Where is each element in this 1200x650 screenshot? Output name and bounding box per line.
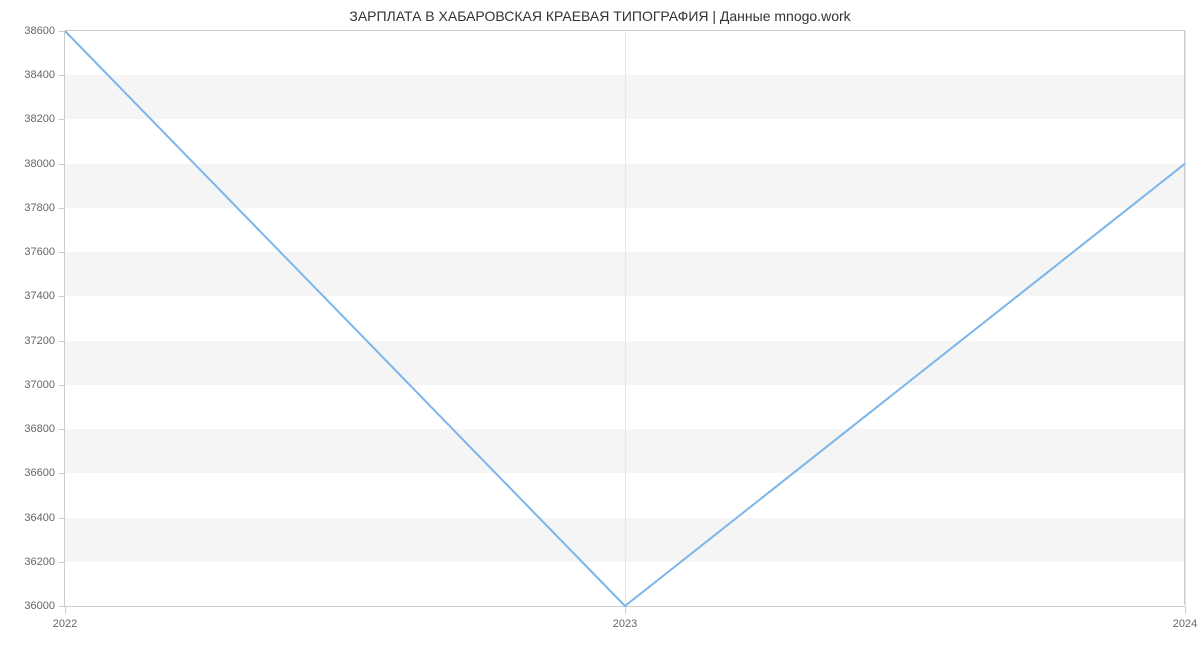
salary-series-line bbox=[65, 31, 1185, 606]
y-tick-label: 37000 bbox=[7, 379, 55, 391]
plot-area: 3600036200364003660036800370003720037400… bbox=[65, 30, 1185, 605]
x-tick-label: 2023 bbox=[613, 618, 637, 630]
x-gridline bbox=[1185, 31, 1186, 605]
series-line-layer bbox=[65, 31, 1185, 606]
chart-title: ЗАРПЛАТА В ХАБАРОВСКАЯ КРАЕВАЯ ТИПОГРАФИ… bbox=[0, 8, 1200, 24]
y-tick-label: 38400 bbox=[7, 69, 55, 81]
y-tick-label: 37800 bbox=[7, 202, 55, 214]
y-tick-label: 36600 bbox=[7, 467, 55, 479]
y-tick-label: 38600 bbox=[7, 25, 55, 37]
x-tick bbox=[65, 606, 66, 614]
y-tick-label: 37400 bbox=[7, 290, 55, 302]
x-tick bbox=[625, 606, 626, 614]
x-tick bbox=[1185, 606, 1186, 614]
y-tick-label: 38200 bbox=[7, 113, 55, 125]
y-tick-label: 38000 bbox=[7, 158, 55, 170]
x-tick-label: 2024 bbox=[1173, 618, 1197, 630]
y-tick-label: 36200 bbox=[7, 556, 55, 568]
x-tick-label: 2022 bbox=[53, 618, 77, 630]
y-tick-label: 37600 bbox=[7, 246, 55, 258]
salary-line-chart: ЗАРПЛАТА В ХАБАРОВСКАЯ КРАЕВАЯ ТИПОГРАФИ… bbox=[0, 0, 1200, 650]
y-tick-label: 36800 bbox=[7, 423, 55, 435]
y-tick-label: 36000 bbox=[7, 600, 55, 612]
y-tick-label: 37200 bbox=[7, 335, 55, 347]
y-tick-label: 36400 bbox=[7, 512, 55, 524]
